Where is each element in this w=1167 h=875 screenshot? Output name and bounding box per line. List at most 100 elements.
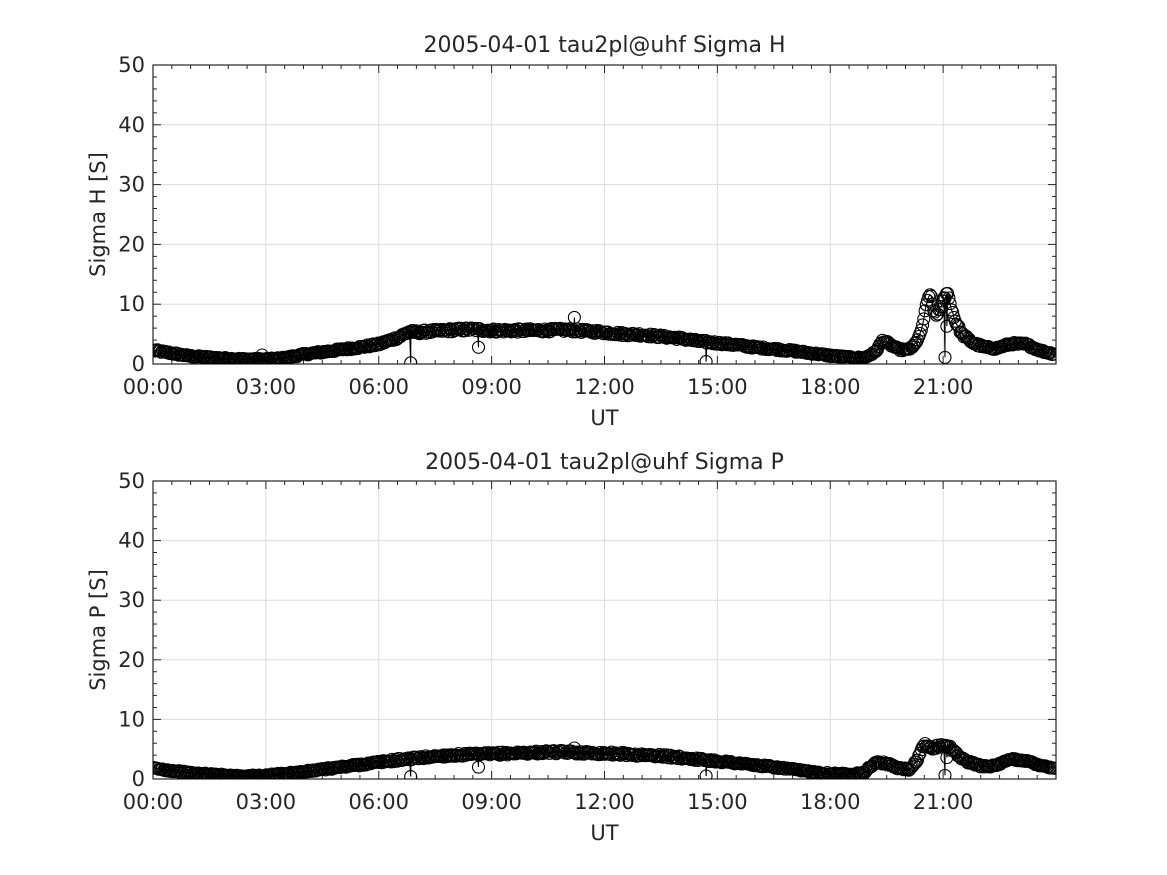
data-point xyxy=(514,322,528,337)
data-point xyxy=(946,305,960,320)
data-point xyxy=(973,760,987,774)
data-point xyxy=(865,759,879,773)
data-point xyxy=(385,752,399,766)
data-point xyxy=(1047,347,1056,361)
data-point xyxy=(198,766,212,779)
panel-1: 2005-04-01 tau2pl@uhf Sigma H 00:00 03:00 0… xyxy=(86,33,1057,430)
data-point xyxy=(943,297,957,311)
plot-frame xyxy=(152,64,1057,365)
y-tick-label: 10 xyxy=(118,707,145,731)
data-point xyxy=(916,318,930,332)
data-point xyxy=(229,768,244,779)
x-tick-label: 12:00 xyxy=(574,375,635,399)
data-point xyxy=(224,351,239,364)
data-point xyxy=(404,770,418,779)
data-point xyxy=(273,767,287,779)
data-point xyxy=(949,317,963,331)
x-tick-label: 00:00 xyxy=(123,375,184,399)
data-point xyxy=(248,351,262,364)
data-point xyxy=(686,334,700,348)
data-point xyxy=(572,746,586,760)
data-point xyxy=(952,320,966,334)
data-point xyxy=(404,356,418,364)
data-point xyxy=(187,766,201,779)
data-point xyxy=(265,767,279,779)
y-tick-label: 0 xyxy=(132,767,145,791)
y-tick-label: 0 xyxy=(132,352,145,376)
data-point xyxy=(917,312,931,326)
chart-title: 2005-04-01 tau2pl@uhf Sigma P xyxy=(425,450,784,475)
x-tick-label: 09:00 xyxy=(461,790,522,814)
data-point xyxy=(983,760,997,774)
data-point xyxy=(905,340,920,354)
data-point xyxy=(223,768,237,779)
data-point xyxy=(612,328,626,342)
data-point xyxy=(226,768,240,779)
markers xyxy=(153,286,1056,364)
data-point xyxy=(996,340,1010,354)
data-point xyxy=(519,322,533,336)
y-axis-label: Sigma P [S] xyxy=(86,569,110,691)
data-point xyxy=(252,768,266,779)
data-point xyxy=(366,337,380,351)
y-tick-label: 40 xyxy=(118,113,145,137)
data-point xyxy=(923,288,937,302)
data-point xyxy=(924,289,938,303)
data-point xyxy=(828,766,842,779)
data-point xyxy=(350,757,364,771)
data-point xyxy=(214,767,229,779)
x-tick-label: 00:00 xyxy=(123,790,184,814)
y-tick-label: 40 xyxy=(118,529,145,553)
data-point xyxy=(436,748,451,762)
data-point xyxy=(699,355,713,364)
y-tick-label: 50 xyxy=(118,53,145,77)
data-point xyxy=(700,336,714,350)
data-point xyxy=(885,758,900,772)
data-point xyxy=(571,322,585,336)
x-tick-label: 15:00 xyxy=(687,790,748,814)
data-point xyxy=(534,745,548,759)
x-tick-label: 03:00 xyxy=(236,790,297,814)
x-tick-label: 15:00 xyxy=(687,375,748,399)
data-point xyxy=(941,286,955,300)
x-axis-label: UT xyxy=(590,406,618,430)
x-tick-label: 21:00 xyxy=(913,790,974,814)
data-point xyxy=(699,769,713,779)
x-tick-label: 18:00 xyxy=(800,375,861,399)
markers xyxy=(153,736,1056,779)
data-point xyxy=(702,755,716,769)
data-point xyxy=(202,768,216,779)
x-tick-label: 21:00 xyxy=(913,375,974,399)
x-tick-label: 06:00 xyxy=(348,375,409,399)
data-point xyxy=(458,324,472,338)
data-point xyxy=(909,755,923,769)
data-point xyxy=(218,768,232,779)
data-point xyxy=(1047,761,1056,775)
data-point xyxy=(938,768,952,779)
data-point xyxy=(671,752,685,766)
data-point xyxy=(707,335,721,349)
data-point xyxy=(341,341,355,355)
panel-2: 2005-04-01 tau2pl@uhf Sigma P 00:00 03:00 0… xyxy=(86,450,1057,845)
x-tick-label: 03:00 xyxy=(236,375,297,399)
y-tick-label: 50 xyxy=(118,469,145,493)
data-point xyxy=(934,300,948,314)
data-point xyxy=(918,304,932,318)
chart-title: 2005-04-01 tau2pl@uhf Sigma H xyxy=(423,33,785,58)
data-point xyxy=(232,351,246,364)
y-tick-label: 20 xyxy=(118,648,145,672)
x-tick-label: 09:00 xyxy=(461,375,522,399)
data-point xyxy=(471,340,486,354)
data-point xyxy=(909,335,923,349)
plot-frame xyxy=(152,480,1057,780)
data-point xyxy=(484,324,498,338)
data-point xyxy=(938,350,952,364)
data-point xyxy=(652,747,666,761)
x-axis-label: UT xyxy=(590,821,618,845)
y-tick-label: 20 xyxy=(118,232,145,256)
data-point xyxy=(265,351,279,364)
y-tick-label: 30 xyxy=(118,588,145,612)
data-point xyxy=(246,768,260,779)
x-tick-label: 12:00 xyxy=(574,790,635,814)
